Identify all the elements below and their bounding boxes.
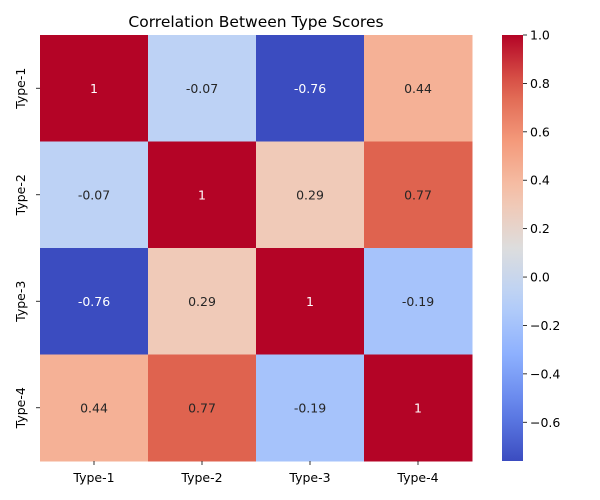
y-tick-label: Type-4 (13, 387, 28, 429)
chart-title: Correlation Between Type Scores (128, 13, 383, 31)
colorbar-tick-label: 0.2 (530, 221, 550, 236)
colorbar-tick-label: 0.6 (530, 124, 550, 139)
heatmap-cell (148, 141, 257, 249)
heatmap-cell (364, 354, 473, 462)
heatmap-cell (40, 35, 149, 142)
y-tick-label: Type-3 (13, 281, 28, 323)
heatmap-cell (256, 354, 365, 462)
x-tick-label: Type-1 (72, 470, 114, 485)
colorbar-gradient (502, 35, 523, 461)
heatmap-cell (40, 248, 149, 355)
cell-value-label: -0.19 (294, 400, 326, 415)
cell-value-label: -0.19 (402, 294, 434, 309)
heatmap-cell (256, 248, 365, 355)
cell-value-label: -0.07 (186, 81, 218, 96)
heatmap-cell (148, 248, 257, 355)
cell-value-label: -0.76 (294, 81, 326, 96)
cell-value-label: 0.44 (80, 400, 108, 415)
cell-value-label: 1 (414, 400, 422, 415)
cell-value-label: 1 (90, 81, 98, 96)
heatmap-cell (148, 354, 257, 462)
cell-value-label: -0.76 (78, 294, 110, 309)
y-tick-label: Type-1 (13, 68, 28, 110)
heatmap-cell (256, 141, 365, 249)
colorbar-tick-label: 0.4 (530, 173, 550, 188)
heatmap-cell (256, 35, 365, 142)
colorbar-tick-label: −0.2 (530, 318, 560, 333)
cell-value-label: 0.44 (404, 81, 432, 96)
heatmap-cell (40, 354, 149, 462)
heatmap-cell (40, 141, 149, 249)
colorbar-tick-label: 0.0 (530, 270, 550, 285)
heatmap-cells: 1 -0.07 -0.76 0.44 -0.07 1 0.29 0.77 -0.76 0.29 1 -… (40, 35, 473, 462)
heatmap-cell (364, 35, 473, 142)
colorbar-tick-label: 1.0 (530, 28, 550, 43)
colorbar-tick-label: −0.6 (530, 415, 560, 430)
cell-value-label: 0.29 (296, 187, 324, 202)
x-tick-label: Type-4 (396, 470, 438, 485)
y-tick-label: Type-2 (13, 174, 28, 216)
cell-value-label: 0.29 (188, 294, 216, 309)
colorbar: −0.6 −0.4 −0.2 0.0 0.2 0.4 0.6 0.8 1.0 (502, 28, 560, 461)
x-axis: Type-1 Type-2 Type-3 Type-4 (72, 461, 439, 485)
x-tick-label: Type-2 (180, 470, 222, 485)
x-tick-label: Type-3 (288, 470, 330, 485)
colorbar-tick-label: 0.8 (530, 76, 550, 91)
cell-value-label: -0.07 (78, 187, 110, 202)
colorbar-tick-label: −0.4 (530, 366, 560, 381)
cell-value-label: 0.77 (404, 187, 432, 202)
cell-value-label: 0.77 (188, 400, 216, 415)
cell-value-label: 1 (306, 294, 314, 309)
heatmap-cell (364, 248, 473, 355)
heatmap-cell (148, 35, 257, 142)
y-axis: Type-1 Type-2 Type-3 Type-4 (13, 68, 40, 429)
cell-value-label: 1 (198, 187, 206, 202)
heatmap-cell (364, 141, 473, 249)
